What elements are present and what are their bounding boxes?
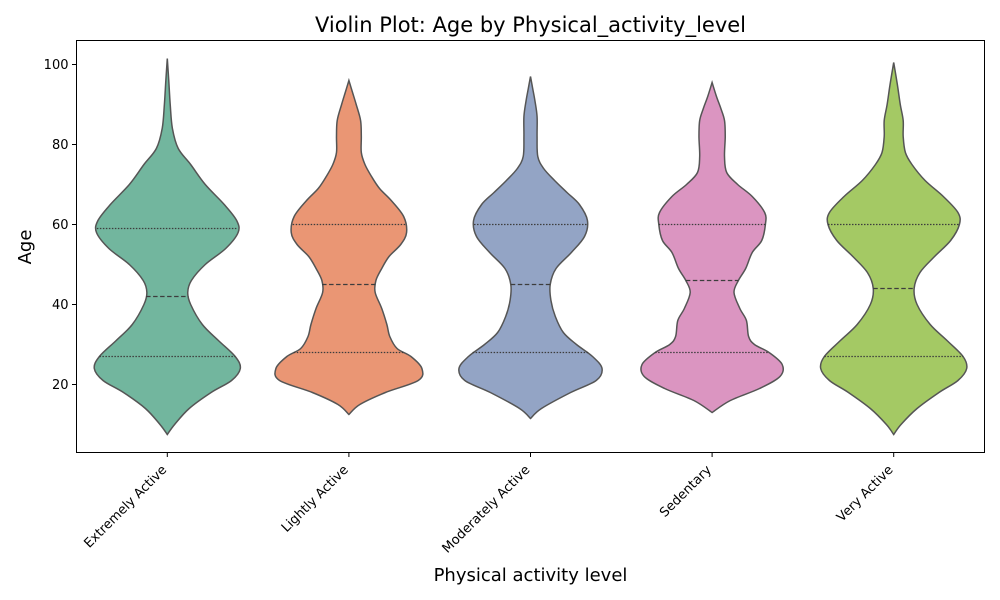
y-axis-title: Age [15, 230, 36, 265]
x-tick-label-moderately-active: Moderately Active [440, 463, 534, 557]
y-tick-label: 80 [52, 138, 69, 153]
x-tick-label-lightly-active: Lightly Active [279, 463, 352, 536]
y-tick-label: 40 [52, 298, 69, 313]
y-tick-label: 100 [44, 58, 69, 73]
x-tick-label-very-active: Very Active [834, 463, 896, 525]
y-tick-label: 60 [52, 218, 69, 233]
plot-area [93, 58, 968, 436]
x-tick-label-sedentary: Sedentary [657, 463, 715, 521]
x-tick-label-extremely-active: Extremely Active [81, 463, 170, 552]
violin-moderately-active [458, 76, 603, 420]
violin-extremely-active [93, 58, 242, 436]
violin-sedentary [640, 79, 785, 414]
x-axis-title: Physical activity level [434, 565, 628, 586]
y-tick-label: 20 [52, 378, 69, 393]
chart-title: Violin Plot: Age by Physical_activity_le… [315, 13, 746, 38]
violin-lightly-active [274, 77, 424, 416]
violin-very-active [819, 62, 968, 436]
